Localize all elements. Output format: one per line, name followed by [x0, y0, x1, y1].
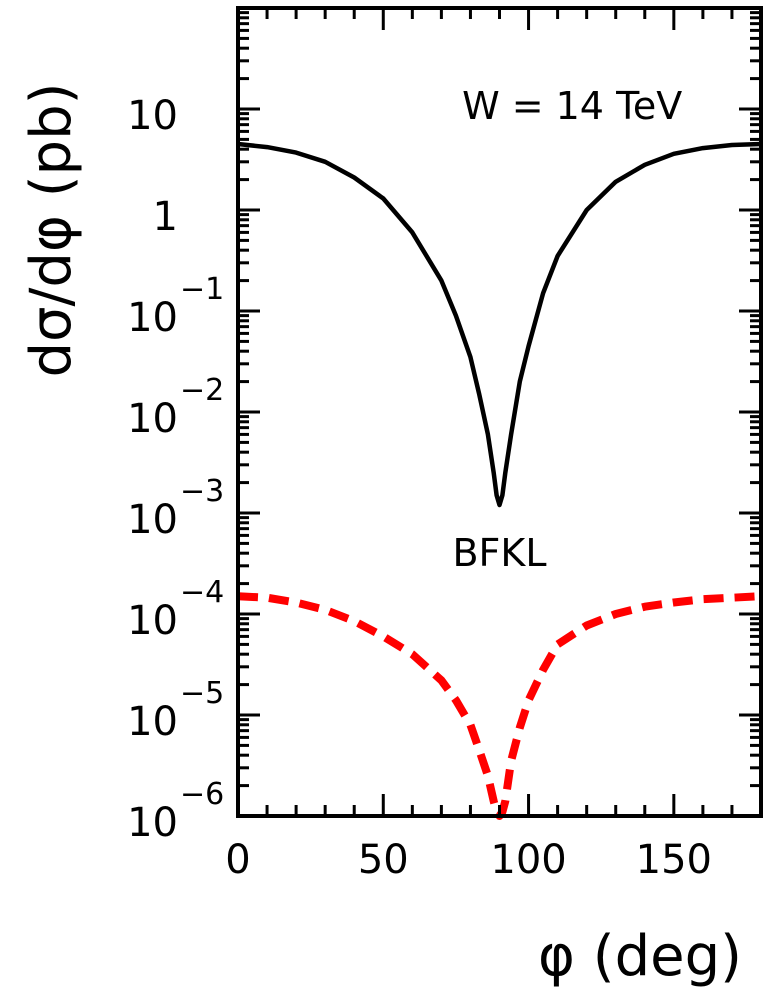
series-line-1 — [237, 141, 762, 508]
y-tick-exponent: −3 — [180, 474, 224, 509]
series-line-2 — [237, 592, 762, 820]
y-tick-exponent: −2 — [180, 373, 224, 408]
x-tick-label: 0 — [225, 837, 250, 883]
y-axis-title: dσ/dφ (pb) — [19, 83, 84, 378]
y-tick-label: 10 — [127, 800, 178, 846]
y-tick-label: 10 — [127, 93, 178, 139]
annotation-1: W = 14 TeV — [462, 84, 682, 128]
annotation-2: BFKL — [452, 531, 546, 575]
x-axis-title: φ (deg) — [538, 924, 742, 989]
x-tick-label: 150 — [636, 837, 712, 883]
x-tick-label: 50 — [358, 837, 409, 883]
annotations: W = 14 TeV BFKL — [452, 84, 682, 575]
y-tick-label: 10 — [127, 295, 178, 341]
y-tick-label: 10 — [127, 598, 178, 644]
y-tick-exponent: −4 — [180, 575, 224, 610]
plot-frame — [236, 6, 763, 818]
axis-ticks — [238, 6, 761, 818]
y-tick-exponent: −1 — [180, 272, 224, 307]
y-tick-label: 10 — [127, 396, 178, 442]
y-tick-label: 1 — [153, 194, 178, 240]
y-tick-exponent: −5 — [180, 676, 224, 711]
plot-curves — [237, 141, 762, 820]
x-tick-label: 100 — [490, 837, 566, 883]
y-tick-exponent: −6 — [180, 777, 224, 812]
y-tick-label: 10 — [127, 699, 178, 745]
y-tick-label: 10 — [127, 497, 178, 543]
